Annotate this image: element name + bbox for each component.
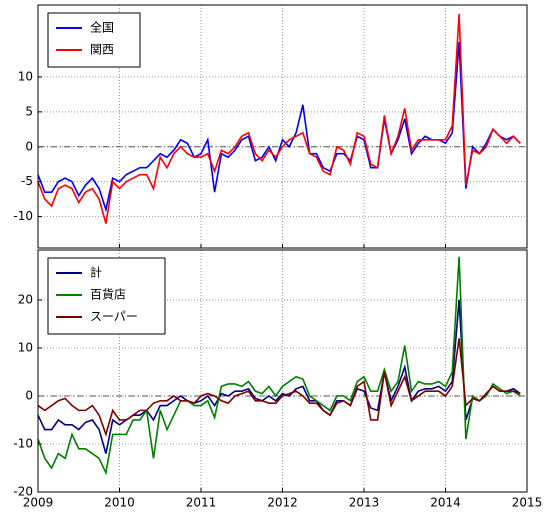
legend-label: スーパー bbox=[90, 310, 138, 324]
y-tick-label: 20 bbox=[18, 292, 33, 306]
y-tick-label: 5 bbox=[25, 104, 33, 118]
x-tick-label: 2011 bbox=[186, 496, 217, 510]
y-tick-label: -10 bbox=[13, 436, 33, 450]
series-line bbox=[37, 299, 521, 454]
y-tick-label: 10 bbox=[18, 69, 33, 83]
x-tick-label: 2012 bbox=[267, 496, 298, 510]
panel: 2009 2010 2011 2012 2013 2014 2015 -20 -10 0 10 20 計… bbox=[13, 249, 543, 510]
series-line bbox=[37, 338, 521, 438]
y-tick-label: 0 bbox=[25, 388, 33, 402]
plot-frame bbox=[37, 249, 528, 493]
y-tick-label: 0 bbox=[25, 139, 33, 153]
y-tick-label: -20 bbox=[13, 485, 33, 499]
x-tick-label: 2015 bbox=[512, 496, 543, 510]
series-line bbox=[37, 256, 521, 476]
series-line bbox=[37, 14, 521, 224]
legend-label: 計 bbox=[90, 265, 102, 280]
legend-label: 関西 bbox=[90, 43, 114, 57]
legend-label: 百貨店 bbox=[90, 287, 126, 302]
legend-box bbox=[47, 12, 141, 68]
x-tick-label: 2013 bbox=[349, 496, 380, 510]
y-tick-label: 10 bbox=[18, 340, 33, 354]
x-tick-label: 2009 bbox=[23, 496, 54, 510]
y-tick-label: -10 bbox=[13, 209, 33, 223]
x-tick-label: 2010 bbox=[104, 496, 135, 510]
plot-frame bbox=[37, 4, 528, 249]
legend-label: 全国 bbox=[90, 20, 114, 35]
x-tick-label: 2014 bbox=[430, 496, 461, 510]
y-tick-label: -5 bbox=[21, 174, 33, 188]
